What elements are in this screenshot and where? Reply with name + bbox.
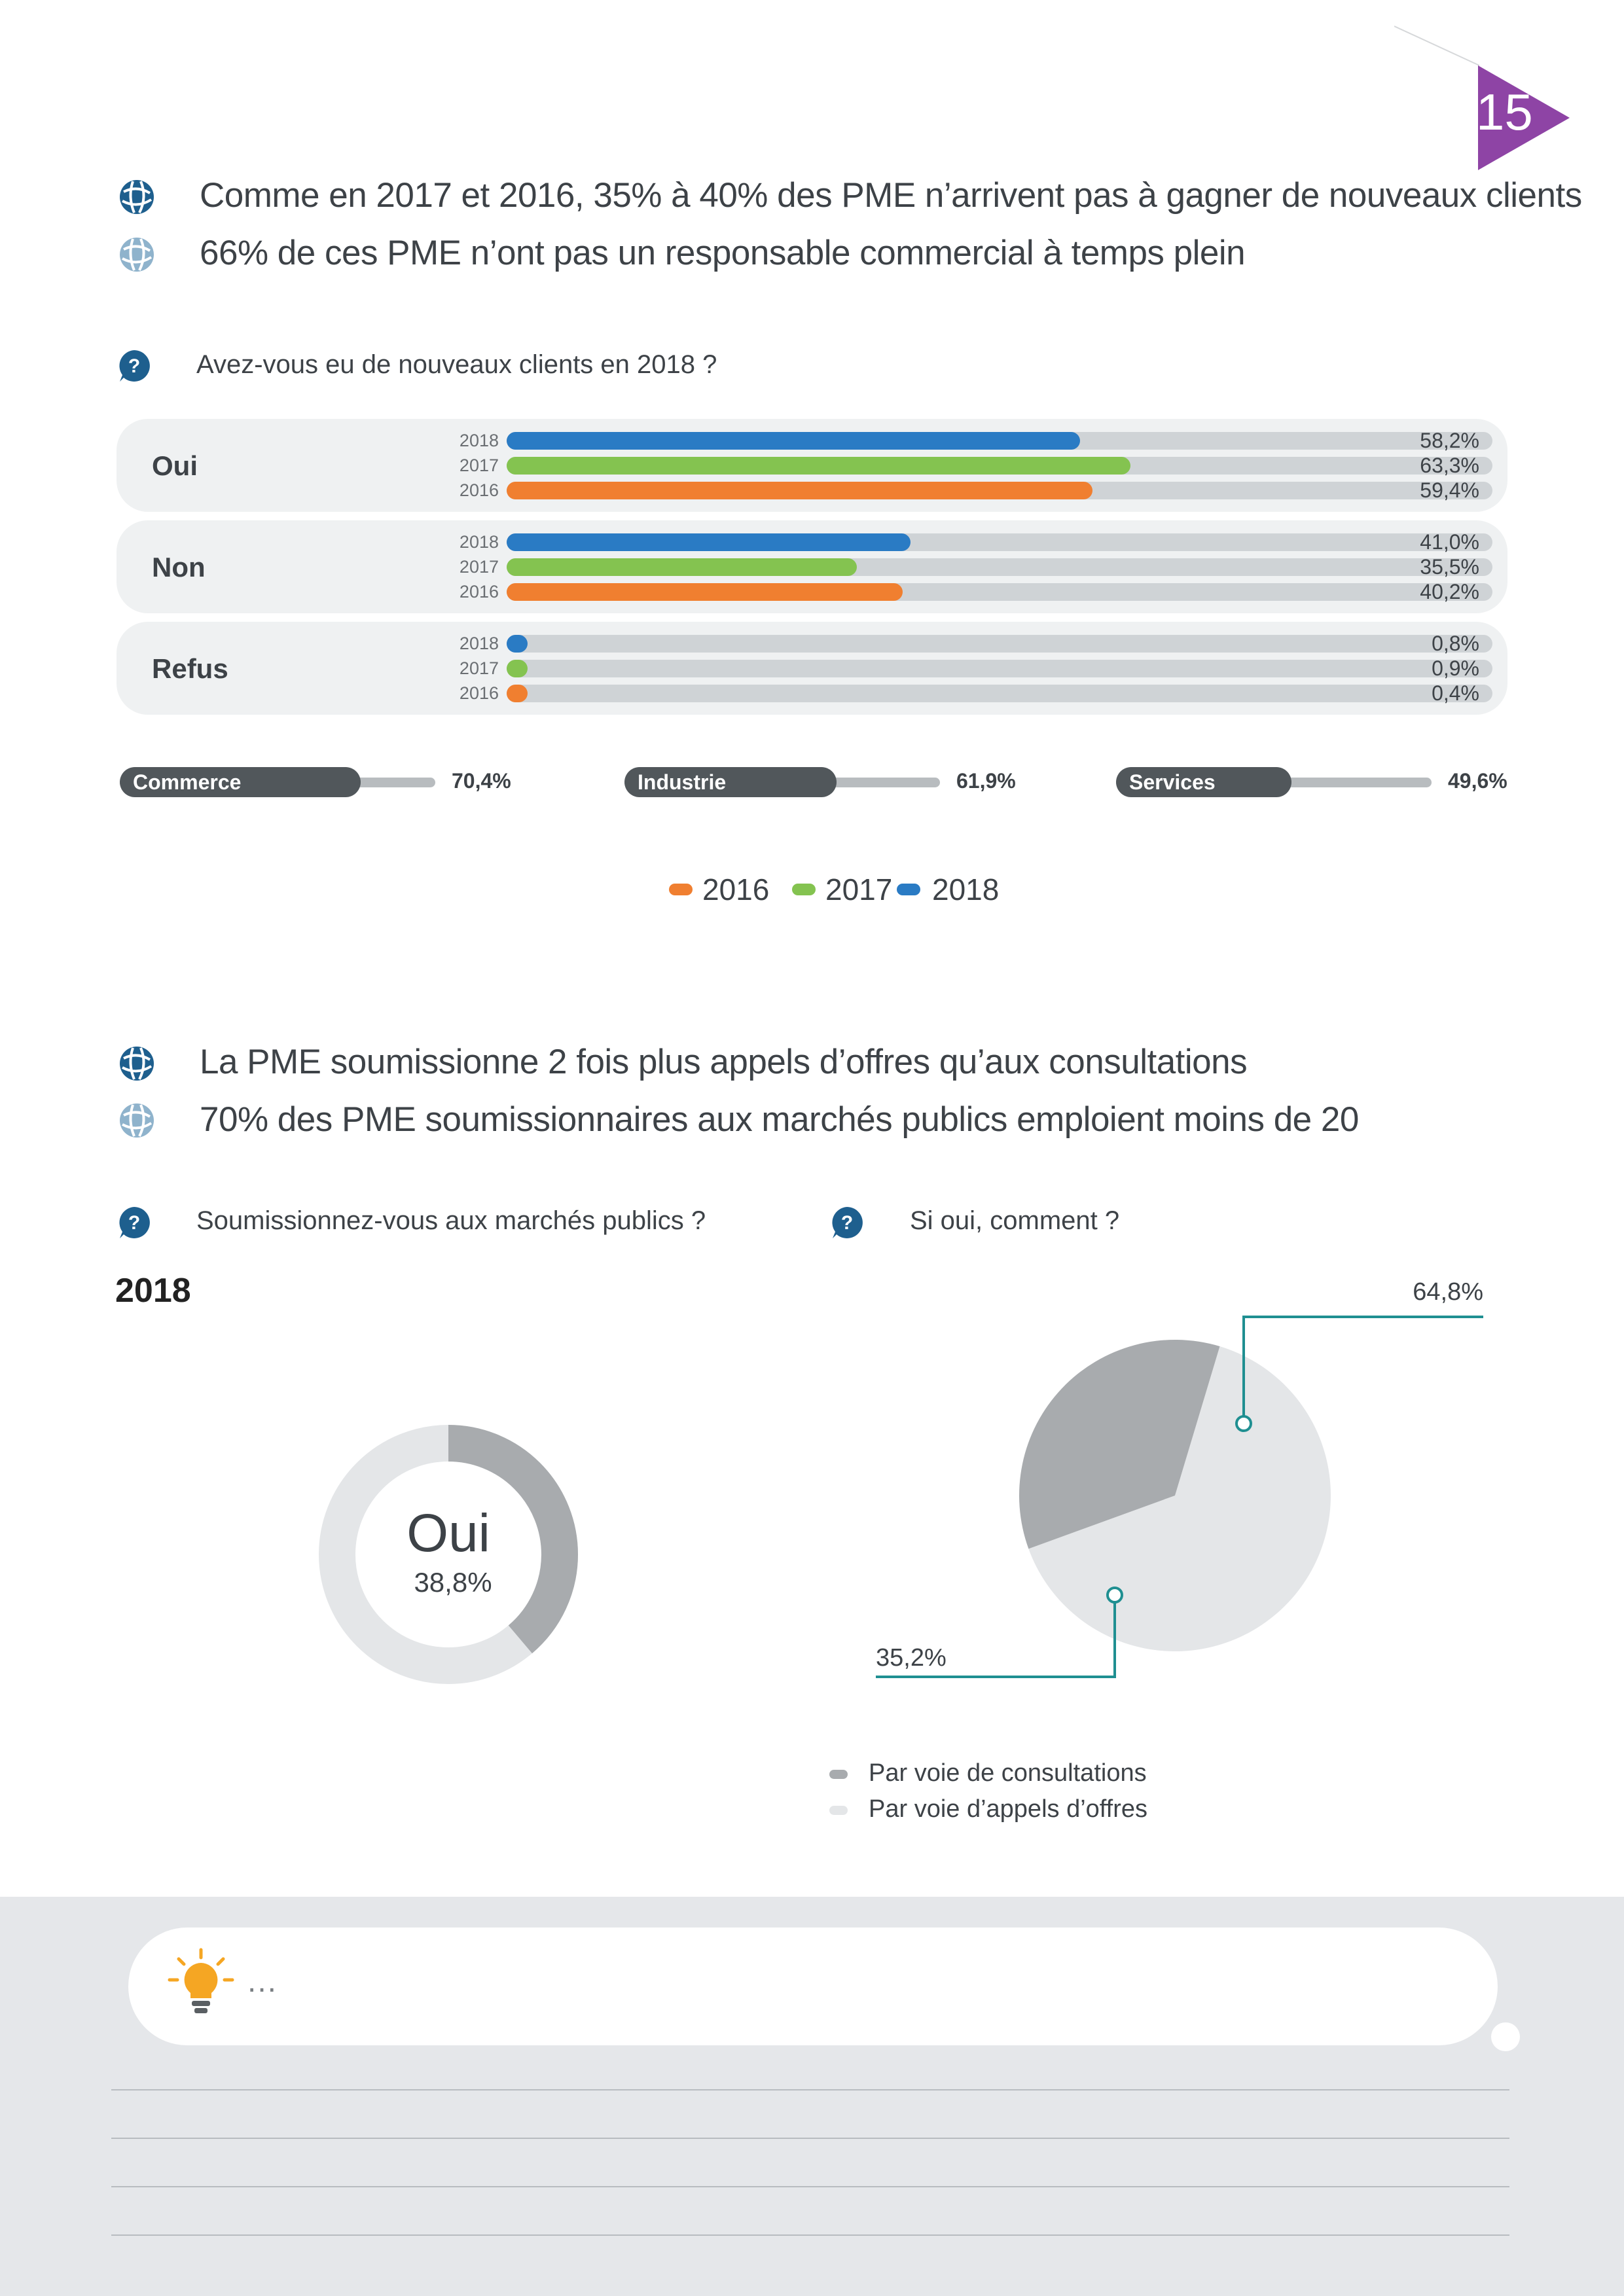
bar-track	[507, 635, 1492, 653]
sector-pill-services: Services	[1116, 767, 1291, 797]
note-line	[111, 2186, 1509, 2187]
pie-legend-consultations: Par voie de consultations	[869, 1759, 1147, 1787]
bar-value-label: 63,3%	[1420, 454, 1479, 477]
bar-oui-2017	[507, 457, 1131, 475]
headline-3: La PME soumissionne 2 fois plus appels d…	[200, 1043, 1248, 1081]
legend-label-2017: 2017	[825, 872, 893, 906]
legend-swatch-2018	[897, 884, 920, 895]
note-line	[111, 2138, 1509, 2139]
bar-value-label: 59,4%	[1420, 478, 1479, 502]
page-number: 15	[1476, 83, 1533, 141]
note-line	[111, 2089, 1509, 2090]
donut-center-value: 38,8%	[414, 1567, 492, 1598]
sector-value-industrie: 61,9%	[956, 769, 1016, 793]
svg-text:?: ?	[128, 355, 140, 377]
bar-year-label: 2017	[459, 658, 499, 678]
question-icon: ?	[119, 1207, 150, 1238]
donut-center-label: Oui	[406, 1503, 490, 1563]
pie-slice-consultations	[1019, 1340, 1220, 1549]
svg-text:?: ?	[841, 1212, 853, 1234]
pie-chart-how: 64,8% 35,2%	[876, 1278, 1483, 1678]
bar-refus-2016	[507, 685, 528, 702]
row-label-non: Non	[152, 552, 206, 583]
pie-label-consultations: 35,2%	[876, 1644, 947, 1672]
pie-label-appels: 64,8%	[1413, 1278, 1483, 1306]
sector-pill-industrie: Industrie	[624, 767, 837, 797]
callout-dot-consultations	[1106, 1587, 1123, 1604]
bar-year-label: 2017	[459, 557, 499, 577]
donut-year-label: 2018	[115, 1272, 191, 1310]
bar-year-label: 2018	[459, 532, 499, 552]
legend-label-2018: 2018	[932, 872, 1000, 906]
row-label-oui: Oui	[152, 450, 198, 481]
bar-value-label: 0,9%	[1432, 656, 1479, 680]
note-line	[111, 2234, 1509, 2236]
legend-label-2016: 2016	[702, 872, 770, 906]
pie-legend-swatch-consultations	[829, 1770, 848, 1779]
page-corner-marker	[1394, 26, 1570, 170]
bar-non-2017	[507, 558, 857, 576]
question-public-markets: Soumissionnez-vous aux marchés publics ?	[196, 1206, 706, 1235]
pie-legend-appels: Par voie d’appels d’offres	[869, 1795, 1147, 1823]
tip-box	[128, 1928, 1498, 2045]
row-label-refus: Refus	[152, 653, 228, 684]
bar-value-label: 40,2%	[1420, 580, 1479, 603]
question-how: Si oui, comment ?	[910, 1206, 1120, 1235]
bar-non-2018	[507, 533, 911, 551]
sector-pill-commerce: Commerce	[120, 767, 361, 797]
globe-icon	[120, 1103, 154, 1138]
pie-legend-swatch-appels	[829, 1806, 848, 1815]
bar-year-label: 2017	[459, 456, 499, 475]
bar-year-label: 2016	[459, 683, 499, 703]
pie-slice-appels	[1028, 1346, 1331, 1651]
headline-1: Comme en 2017 et 2016, 35% à 40% des PME…	[200, 176, 1582, 215]
bar-value-label: 0,4%	[1432, 681, 1479, 705]
svg-text:?: ?	[128, 1212, 140, 1234]
bar-track	[507, 685, 1492, 702]
donut-slice-oui	[319, 1425, 578, 1684]
callout-dot-appels	[1235, 1415, 1252, 1432]
bar-year-label: 2016	[459, 480, 499, 500]
bar-refus-2017	[507, 660, 528, 677]
question-icon: ?	[119, 350, 150, 382]
bar-track	[507, 660, 1492, 677]
legend-swatch-2017	[792, 884, 816, 895]
page-triangle	[1478, 65, 1570, 170]
bar-value-label: 0,8%	[1432, 632, 1479, 655]
question-icon: ?	[832, 1207, 863, 1238]
bar-year-label: 2018	[459, 431, 499, 450]
globe-icon	[120, 238, 154, 272]
legend-swatch-2016	[669, 884, 693, 895]
headline-4: 70% des PME soumissionnaires aux marchés…	[200, 1100, 1359, 1139]
donut-chart-public-markets: Oui 38,8%	[319, 1425, 578, 1684]
bar-year-label: 2016	[459, 582, 499, 601]
bar-year-label: 2018	[459, 634, 499, 653]
bar-value-label: 35,5%	[1420, 555, 1479, 579]
callout-line-consultations	[876, 1595, 1116, 1678]
headline-2: 66% de ces PME n’ont pas un responsable …	[200, 234, 1246, 272]
tip-text: ...	[247, 1964, 278, 1999]
tip-bubble-dot	[1491, 2022, 1520, 2051]
lightbulb-icon	[168, 1948, 234, 2013]
bar-value-label: 58,2%	[1420, 429, 1479, 452]
globe-icon	[120, 1047, 154, 1081]
callout-line-appels	[1242, 1316, 1483, 1424]
globe-icon	[120, 180, 154, 214]
sector-value-services: 49,6%	[1448, 769, 1507, 793]
sector-value-commerce: 70,4%	[452, 769, 511, 793]
bar-value-label: 41,0%	[1420, 530, 1479, 554]
bar-oui-2018	[507, 432, 1081, 450]
bar-non-2016	[507, 583, 903, 601]
bar-refus-2018	[507, 635, 528, 653]
bar-oui-2016	[507, 482, 1092, 499]
question-new-clients: Avez-vous eu de nouveaux clients en 2018…	[196, 350, 717, 379]
